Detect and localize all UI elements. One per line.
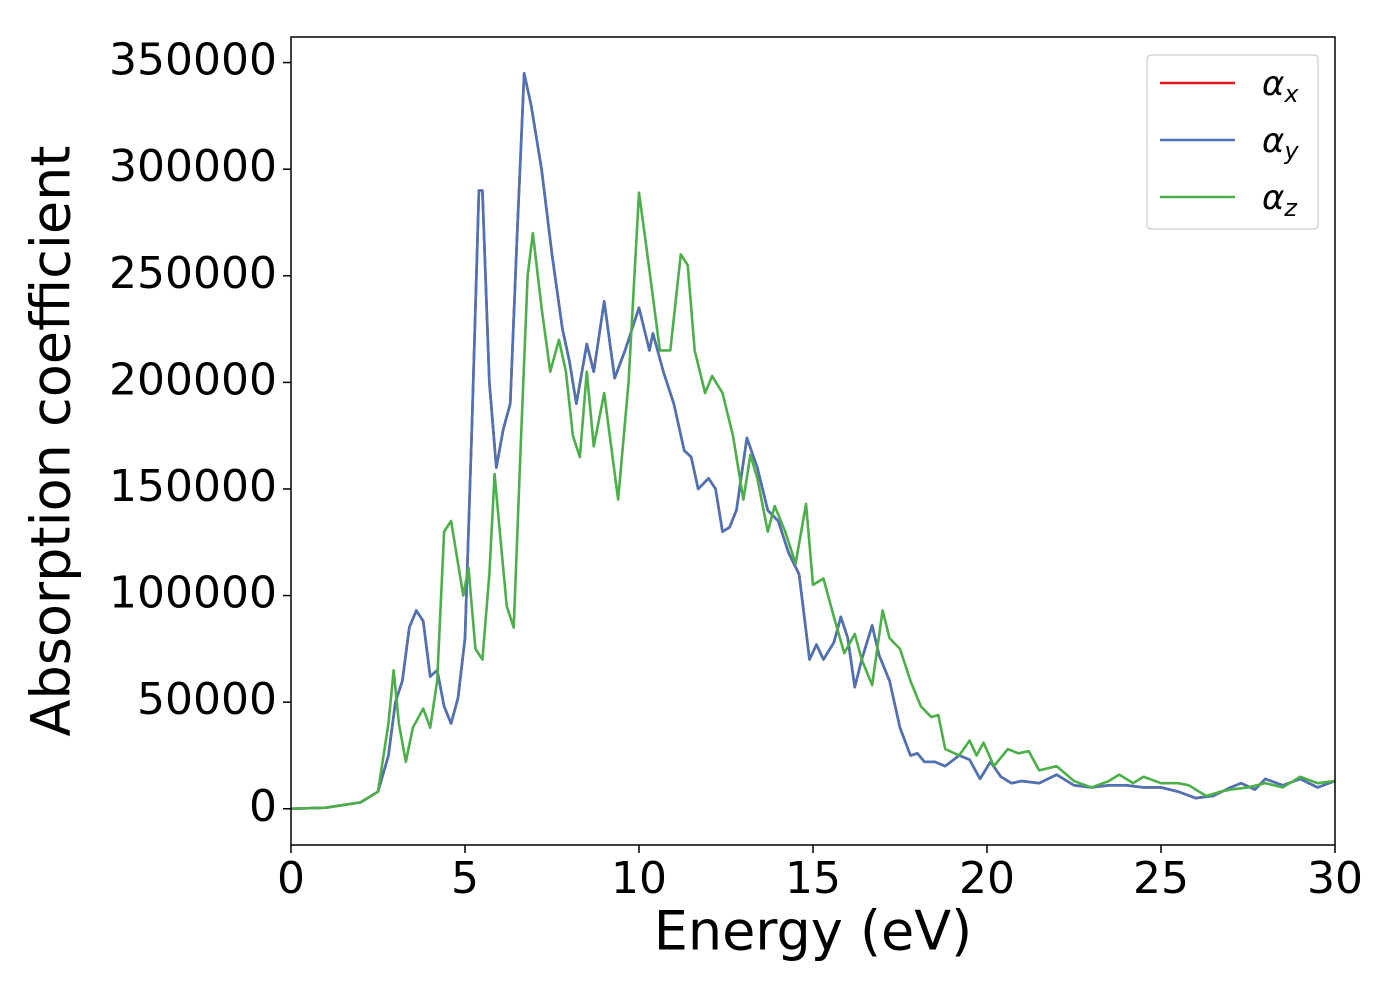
x-tick-label: 5	[451, 853, 479, 904]
y-tick-label: 100000	[109, 568, 277, 619]
y-tick-label: 50000	[137, 674, 277, 725]
x-axis-label: Energy (eV)	[654, 900, 973, 963]
legend-label: αz	[1262, 178, 1298, 223]
y-axis-label: Absorption coefficient	[20, 146, 83, 737]
y-tick-label: 350000	[109, 35, 277, 86]
y-tick-label: 0	[249, 781, 277, 832]
x-tick-label: 10	[611, 853, 667, 904]
series-line	[291, 191, 1335, 811]
x-tick-label: 15	[785, 853, 841, 904]
series-line	[291, 71, 1335, 811]
y-tick-label: 150000	[109, 461, 277, 512]
x-tick-label: 30	[1307, 853, 1363, 904]
y-tick-label: 250000	[109, 248, 277, 299]
legend-label: αx	[1262, 64, 1299, 109]
plot-area	[291, 71, 1335, 811]
x-tick-label: 0	[277, 853, 305, 904]
y-tick-label: 300000	[109, 141, 277, 192]
x-tick-label: 20	[959, 853, 1015, 904]
legend-label: αy	[1262, 121, 1299, 166]
y-tick-label: 200000	[109, 354, 277, 405]
x-tick-label: 25	[1133, 853, 1189, 904]
legend-box	[1146, 54, 1319, 230]
